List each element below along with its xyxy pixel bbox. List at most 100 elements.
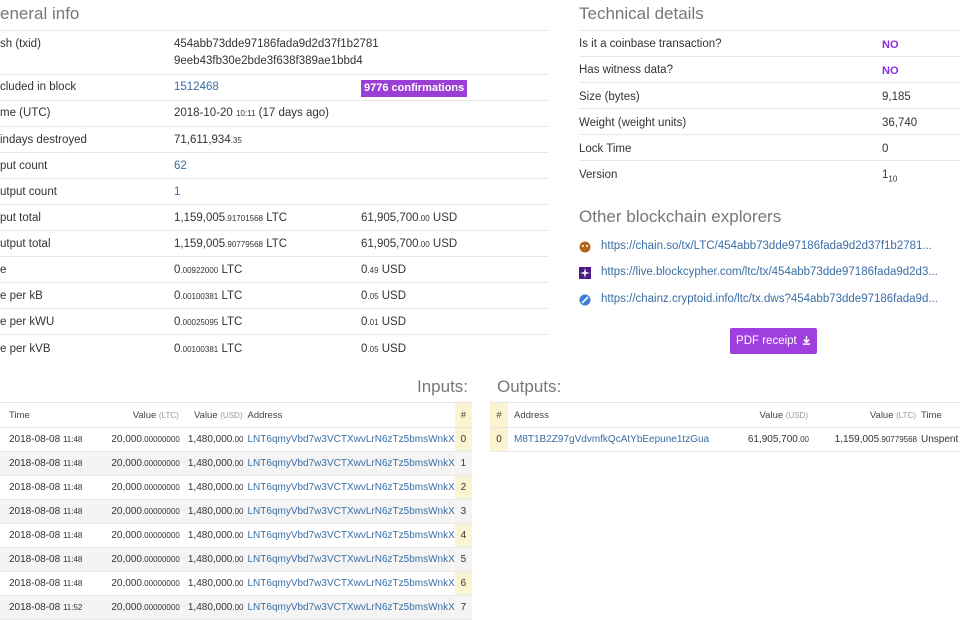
witness-value: NO (882, 65, 899, 77)
info-row-input-count: put count 62 (0, 152, 548, 179)
output-total-ltc: 1,159,005.90779568 LTC (174, 238, 288, 250)
input-time: 2018-08-08 11:52 (0, 595, 101, 620)
input-value-ltc: 20,000.00000000 (100, 475, 180, 500)
info-row-fee-kb: e per kB 0.00100381 LTC 0.05 USD (0, 282, 548, 309)
inputs-col-index: # (454, 402, 472, 428)
input-address-link[interactable]: LNT6qmyVbd7w3VCTXwvLrN6zTz5bmsWnkX (243, 571, 455, 596)
info-row-block: cluded in block 1512468 9776 confirmatio… (0, 74, 548, 101)
time-value: 2018-10-20 10:11 (17 days ago) (174, 107, 329, 119)
input-time: 2018-08-08 11:48 (0, 499, 101, 524)
time-label: me (UTC) (0, 107, 51, 119)
output-count-link[interactable]: 1 (174, 186, 181, 198)
pdf-receipt-button[interactable]: PDF receipt (730, 328, 817, 354)
outputs-col-value-usd: Value (USD) (737, 402, 809, 428)
explorer-link-blockcypher[interactable]: https://live.blockcypher.com/ltc/tx/454a… (601, 266, 938, 278)
input-row: 2018-08-08 11:48 20,000.00000000 1,480,000… (0, 475, 472, 500)
inputs-header-row: Time Value (LTC) Value (USD) Address # (0, 402, 472, 428)
input-index: 0 (454, 427, 472, 452)
size-value: 9,185 (882, 91, 911, 103)
explorer-row-sochain[interactable]: https://chain.so/tx/LTC/454abb73dde97186… (579, 240, 960, 256)
input-address-link[interactable]: LNT6qmyVbd7w3VCTXwvLrN6zTz5bmsWnkX (243, 475, 455, 500)
input-address-link[interactable]: LNT6qmyVbd7w3VCTXwvLrN6zTz5bmsWnkX (243, 595, 455, 620)
version-value: 110 (882, 169, 898, 184)
inputs-col-time: Time (0, 402, 101, 428)
output-row: 0 M8T1B2Z97gVdvmfkQcAtYbEepune1tzGua 61,90… (490, 427, 960, 452)
input-address-link[interactable]: LNT6qmyVbd7w3VCTXwvLrN6zTz5bmsWnkX (243, 523, 455, 548)
coinbase-value: NO (882, 39, 899, 51)
input-value-usd: 1,480,000.00 (179, 427, 244, 452)
input-value-ltc: 20,000.00000000 (100, 499, 180, 524)
input-address-link[interactable]: LNT6qmyVbd7w3VCTXwvLrN6zTz5bmsWnkX (243, 427, 455, 452)
fee-kwu-ltc: 0.00025095 LTC (174, 316, 243, 328)
input-index: 6 (454, 571, 472, 596)
input-time: 2018-08-08 11:48 (0, 523, 101, 548)
input-value-usd: 1,480,000.00 (179, 451, 244, 476)
input-value-usd: 1,480,000.00 (179, 499, 244, 524)
input-index: 1 (454, 451, 472, 476)
download-icon (802, 336, 811, 345)
outputs-header-row: # Address Value (USD) Value (LTC) Time (490, 402, 960, 428)
outputs-col-time: Time (917, 402, 960, 428)
fee-kb-label: e per kB (0, 290, 43, 302)
coindays-label: indays destroyed (0, 134, 87, 146)
input-value-usd: 1,480,000.00 (179, 523, 244, 548)
info-row-time: me (UTC) 2018-10-20 10:11 (17 days ago) (0, 100, 548, 127)
input-row: 2018-08-08 11:48 20,000.00000000 1,480,000… (0, 547, 472, 572)
info-row-fee-kwu: e per kWU 0.00025095 LTC 0.01 USD (0, 308, 548, 335)
output-status: Unspent (917, 427, 960, 452)
lock-label: Lock Time (579, 143, 632, 155)
input-address-link[interactable]: LNT6qmyVbd7w3VCTXwvLrN6zTz5bmsWnkX (243, 451, 455, 476)
explorer-link-sochain[interactable]: https://chain.so/tx/LTC/454abb73dde97186… (601, 240, 932, 252)
info-row-fee: e 0.00922000 LTC 0.49 USD (0, 256, 548, 283)
info-row-output-count: utput count 1 (0, 178, 548, 205)
input-row: 2018-08-08 11:48 20,000.00000000 1,480,000… (0, 523, 472, 548)
outputs-col-address: Address (508, 402, 737, 428)
pdf-receipt-label: PDF receipt (736, 335, 797, 347)
fee-kvb-ltc: 0.00100381 LTC (174, 343, 243, 355)
fee-kvb-usd: 0.05 USD (361, 343, 407, 355)
input-value-usd: 1,480,000.00 (179, 571, 244, 596)
output-address-link[interactable]: M8T1B2Z97gVdvmfkQcAtYbEepune1tzGua (508, 427, 737, 452)
input-address-link[interactable]: LNT6qmyVbd7w3VCTXwvLrN6zTz5bmsWnkX (243, 547, 455, 572)
fee-kwu-usd: 0.01 USD (361, 316, 407, 328)
tech-row-coinbase: Is it a coinbase transaction? NO (579, 30, 960, 57)
input-count-link[interactable]: 62 (174, 160, 187, 172)
output-total-label: utput total (0, 238, 51, 250)
cryptoid-icon (579, 294, 591, 306)
sochain-icon (579, 241, 591, 253)
input-value-ltc: 20,000.00000000 (100, 523, 180, 548)
inputs-col-value-usd: Value (USD) (179, 402, 244, 428)
txid-label: sh (txid) (0, 38, 41, 50)
input-row: 2018-08-08 11:48 20,000.00000000 1,480,000… (0, 571, 472, 596)
info-row-output-total: utput total 1,159,005.90779568 LTC 61,90… (0, 230, 548, 257)
fee-kvb-label: e per kVB (0, 343, 51, 355)
explorer-row-blockcypher[interactable]: https://live.blockcypher.com/ltc/tx/454a… (579, 266, 960, 282)
output-total-usd: 61,905,700.00 USD (361, 238, 458, 250)
info-row-txid: sh (txid) 454abb73dde97186fada9d2d37f1b2… (0, 30, 548, 75)
explorer-link-cryptoid[interactable]: https://chainz.cryptoid.info/ltc/tx.dws?… (601, 293, 938, 305)
inputs-col-address: Address (243, 402, 455, 428)
input-index: 7 (454, 595, 472, 620)
output-value-ltc: 1,159,005.90779568 (809, 427, 917, 452)
fee-usd: 0.49 USD (361, 264, 407, 276)
input-value-usd: 1,480,000.00 (179, 475, 244, 500)
input-index: 2 (454, 475, 472, 500)
time-date: 2018-10-20 (174, 107, 233, 119)
txid-line-2[interactable]: 9eeb43fb30e2bde3f638f389ae1bbd4 (174, 55, 363, 67)
block-link[interactable]: 1512468 (174, 81, 219, 93)
input-value-usd: 1,480,000.00 (179, 595, 244, 620)
blockcypher-icon (579, 267, 591, 279)
input-index: 5 (454, 547, 472, 572)
output-index: 0 (490, 427, 508, 452)
input-address-link[interactable]: LNT6qmyVbd7w3VCTXwvLrN6zTz5bmsWnkX (243, 499, 455, 524)
coindays-value: 71,611,934.35 (174, 134, 242, 146)
input-value-ltc: 20,000.00000000 (100, 451, 180, 476)
explorer-row-cryptoid[interactable]: https://chainz.cryptoid.info/ltc/tx.dws?… (579, 293, 960, 309)
input-value-ltc: 20,000.00000000 (100, 595, 180, 620)
tech-row-weight: Weight (weight units) 36,740 (579, 108, 960, 135)
txid-line-1[interactable]: 454abb73dde97186fada9d2d37f1b2781 (174, 38, 379, 50)
input-time: 2018-08-08 11:48 (0, 451, 101, 476)
output-value-usd: 61,905,700.00 (737, 427, 809, 452)
input-total-ltc: 1,159,005.91701568 LTC (174, 212, 288, 224)
tech-row-lock: Lock Time 0 (579, 134, 960, 161)
